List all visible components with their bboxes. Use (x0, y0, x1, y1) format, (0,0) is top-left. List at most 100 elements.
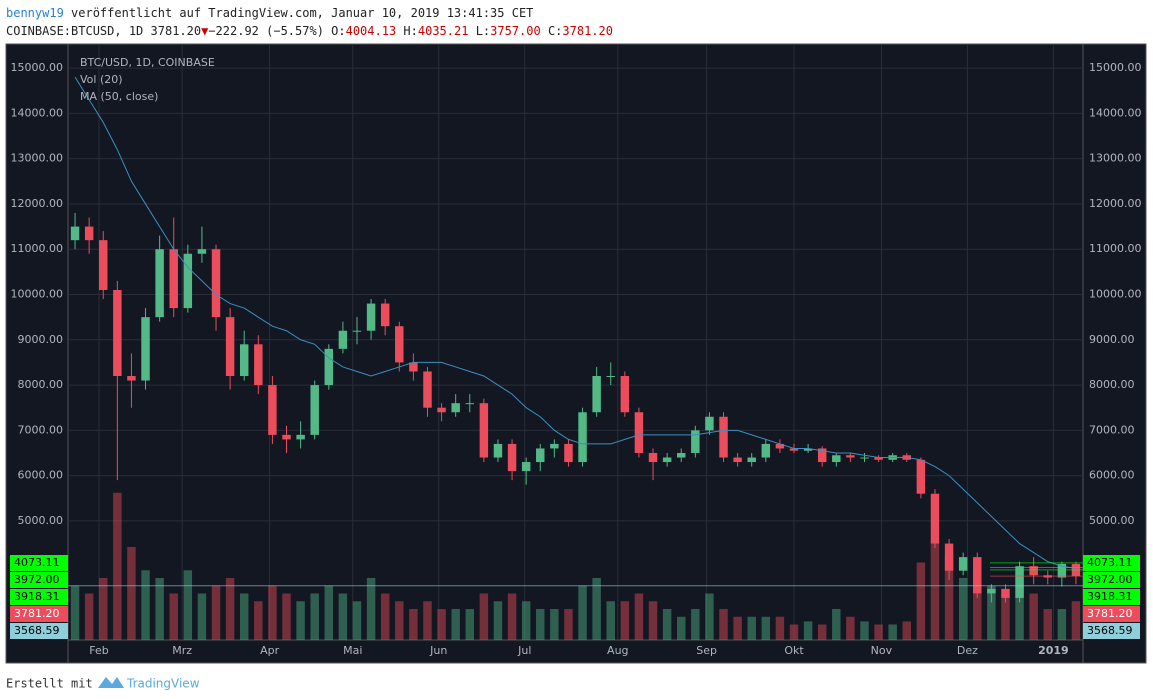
legend-item: Vol (20) (80, 73, 123, 86)
volume-bar (493, 601, 503, 640)
candle-body (127, 376, 136, 381)
candle-body (761, 443, 771, 458)
volume-bar (225, 578, 235, 640)
y-tick-label: 10000.00 (11, 288, 64, 301)
volume-bar (465, 609, 474, 640)
candle-body (564, 443, 573, 463)
candle-body (395, 326, 404, 363)
y-tick-label: 11000.00 (11, 242, 64, 255)
y-tick-label: 15000.00 (1089, 61, 1142, 74)
candle-body (169, 249, 178, 309)
volume-bar (578, 585, 587, 640)
candle-body (352, 330, 362, 332)
volume-bar (846, 616, 855, 640)
volume-bar (592, 578, 601, 640)
volume-bar (197, 593, 207, 640)
candle-body (536, 448, 545, 463)
volume-bar (944, 554, 954, 640)
volume-bar (409, 609, 418, 640)
volume-bar (437, 609, 446, 640)
volume-bar (817, 624, 827, 640)
volume-bar (338, 593, 348, 640)
y-tick-label: 15000.00 (11, 61, 64, 74)
published: veröffentlicht auf TradingView.com, Janu… (71, 6, 534, 20)
volume-bar (211, 585, 221, 640)
price-label-box (10, 623, 68, 639)
volume-bar (902, 621, 912, 640)
volume-bar (155, 578, 164, 640)
volume-bar (705, 593, 714, 640)
x-tick-label: Okt (784, 644, 804, 657)
candle-body (733, 457, 742, 463)
y-tick-label: 6000.00 (1089, 469, 1135, 482)
volume-bar (789, 624, 799, 640)
chart-bg (5, 43, 1147, 664)
h: 4035.21 (417, 24, 469, 38)
volume-bar (1071, 601, 1081, 640)
volume-bar (324, 585, 334, 640)
o-label: O: (331, 24, 346, 38)
legend-item: MA (50, close) (80, 90, 158, 103)
volume-bar (521, 601, 531, 640)
candle-body (113, 289, 122, 377)
price-label-box (1083, 589, 1140, 605)
volume-bar (550, 609, 559, 640)
candle-body (987, 588, 996, 594)
author[interactable]: bennyw19 (6, 6, 64, 20)
y-tick-label: 5000.00 (1089, 514, 1135, 527)
volume-bar (733, 616, 742, 640)
header-line: bennyw19 veröffentlicht auf TradingView.… (6, 6, 533, 20)
candle-body (211, 249, 221, 318)
volume-bar (536, 609, 545, 640)
volume-bar (352, 601, 362, 640)
candle-body (578, 412, 587, 463)
candle-body (662, 457, 672, 463)
volume-bar (169, 593, 178, 640)
candle-body (860, 457, 869, 459)
volume-bar (860, 621, 869, 640)
price-label: 3918.31 (1087, 590, 1133, 603)
candle-body (1029, 566, 1038, 576)
volume-bar (888, 624, 897, 640)
x-tick-label: Nov (871, 644, 893, 657)
price-label: 3972.00 (1087, 573, 1133, 586)
candle-body (254, 344, 263, 386)
ma-line (74, 76, 1077, 569)
volume-bar (606, 601, 615, 640)
candle-body (479, 403, 489, 458)
volume-bar (691, 609, 700, 640)
candle-body (141, 317, 150, 381)
x-tick-label: Dez (957, 644, 978, 657)
o: 4004.13 (345, 24, 397, 38)
c: 3781.20 (562, 24, 613, 38)
volume-bar (296, 601, 305, 640)
price-label: 3781.20 (1087, 607, 1133, 620)
candle-body (465, 403, 474, 405)
candle-body (930, 493, 940, 544)
y-tick-label: 12000.00 (1089, 197, 1142, 210)
candle-body (973, 557, 982, 594)
x-tick-label: 2019 (1038, 644, 1069, 657)
volume-bar (634, 593, 644, 640)
volume-bar (987, 585, 996, 640)
x-tick-label: Aug (607, 644, 628, 657)
h-label: H: (403, 24, 418, 38)
volume-bar (113, 492, 122, 640)
footer-brand[interactable]: TradingView (126, 677, 200, 691)
y-tick-label: 8000.00 (18, 378, 64, 391)
candle-body (99, 240, 108, 290)
volume-bar (1001, 593, 1010, 640)
candle-body (296, 434, 305, 440)
c-label: C: (547, 24, 563, 38)
candle-body (70, 226, 80, 241)
quote-line: COINBASE:BTCUSD, 1D 3781.20▼−222.92 (−5.… (6, 24, 613, 38)
candle-body (268, 385, 277, 435)
price-label: 3568.59 (14, 624, 60, 637)
candle-body (846, 455, 855, 458)
change: −222.92 (−5.57%) (208, 24, 324, 38)
price-label-box (1083, 623, 1140, 639)
volume-bar (677, 616, 686, 640)
footer-text: Erstellt mit (6, 677, 93, 691)
volume-bar (395, 601, 404, 640)
